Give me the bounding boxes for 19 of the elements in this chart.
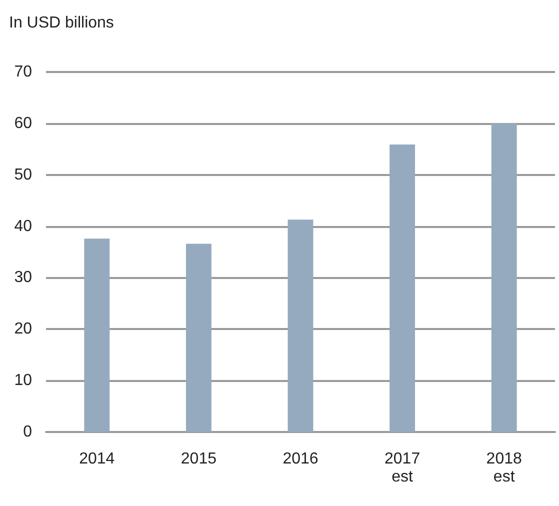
y-tick-label: 30 xyxy=(14,269,32,286)
bar xyxy=(390,144,416,432)
y-tick-label: 20 xyxy=(14,320,32,338)
y-tick-label: 70 xyxy=(14,64,32,80)
x-tick-label: 2018 est xyxy=(486,450,522,486)
y-tick-label: 50 xyxy=(14,166,32,184)
y-tick-label: 60 xyxy=(14,114,32,132)
bar xyxy=(186,244,212,432)
x-tick-label: 2014 xyxy=(79,450,115,468)
y-tick-label: 0 xyxy=(23,424,32,440)
y-tick-label: 40 xyxy=(14,218,32,235)
x-tick-label: 2015 xyxy=(180,450,217,468)
bar xyxy=(84,238,110,432)
y-tick-label: 10 xyxy=(14,372,32,390)
bar xyxy=(491,123,517,432)
bar xyxy=(288,220,314,432)
x-tick-label: 2016 xyxy=(282,450,318,468)
chart-title: In USD billions xyxy=(9,14,114,32)
x-tick-label: 2017 est xyxy=(384,450,420,486)
